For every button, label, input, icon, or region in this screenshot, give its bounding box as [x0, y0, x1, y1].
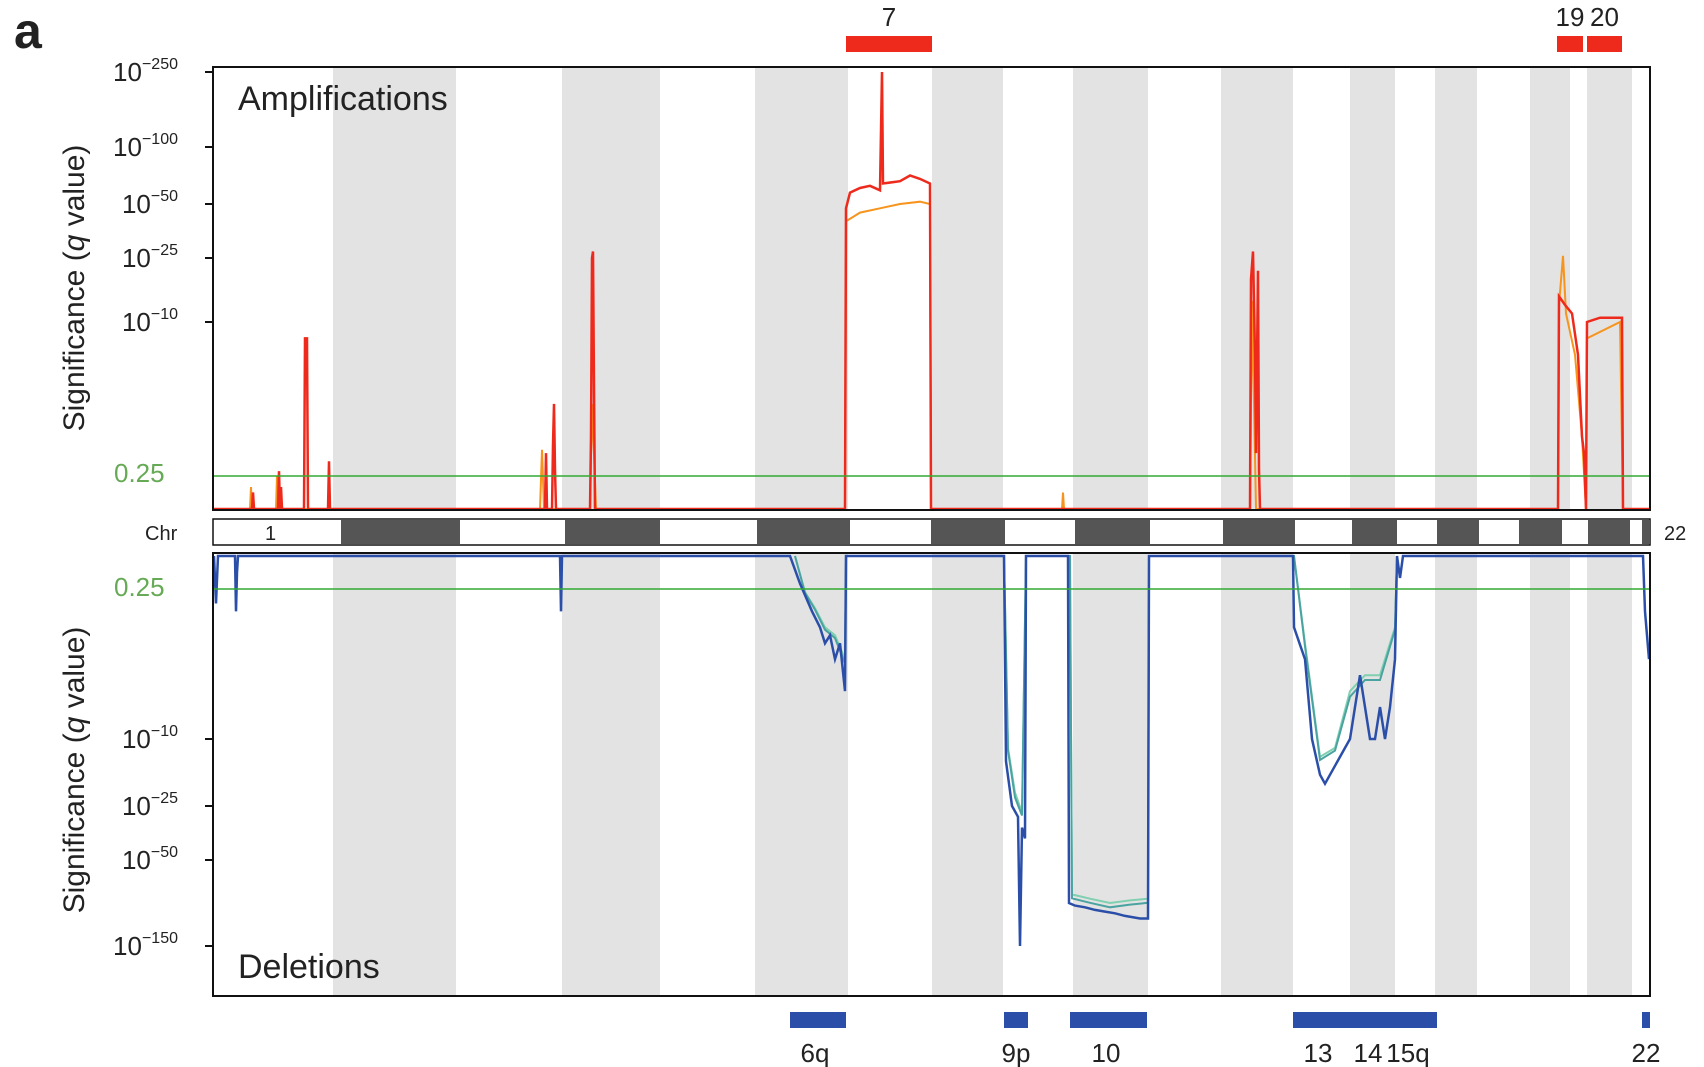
del-threshold-label: 0.25: [114, 572, 165, 602]
chr-band: [562, 68, 660, 509]
amp-threshold-label: 0.25: [114, 458, 165, 488]
chr-bar-block: [757, 520, 850, 544]
del-region-bar: [1642, 1012, 1650, 1028]
amp-title: Amplifications: [238, 80, 448, 118]
chr-bar-label: Chr: [145, 523, 178, 545]
chr-band: [1530, 554, 1570, 995]
chr-bar-block: [1075, 520, 1150, 544]
chr-band: [333, 554, 456, 995]
chr-bar-last-label: 22: [1664, 523, 1686, 545]
y-tick-label: 10−10: [122, 306, 178, 337]
chr-bar-block: [1223, 520, 1295, 544]
amp-region-label: 19: [1556, 2, 1585, 32]
del-region-label: 14: [1354, 1038, 1383, 1067]
chr-band: [1073, 68, 1148, 509]
amp-region-markers: 7 19 20: [846, 2, 1622, 52]
chr-bar-block: [1519, 520, 1562, 544]
del-region-label: 15q: [1386, 1038, 1429, 1067]
y-tick-label: 10−150: [113, 930, 178, 961]
amp-region-bar: [846, 36, 932, 52]
chr-bar-block: [1642, 520, 1650, 544]
chr-band: [1221, 554, 1293, 995]
y-tick-label: 10−100: [113, 131, 178, 162]
del-region-bar: [1293, 1012, 1437, 1028]
chr-bar-block: [931, 520, 1005, 544]
amp-region-bar: [1587, 36, 1622, 52]
chr-band: [1587, 68, 1632, 509]
chr-band: [1530, 68, 1570, 509]
chr-bar-block: [341, 520, 460, 544]
amp-y-ticks: 10−250 10−100 10−50 10−25 10−10: [113, 56, 213, 337]
deletion-traces: [212, 554, 1651, 947]
panel-label: a: [14, 3, 43, 59]
amp-region-label: 7: [882, 2, 896, 32]
y-tick-label: 10−50: [122, 188, 178, 219]
amp-trace-primary: [214, 71, 1649, 511]
chr-band: [1435, 554, 1477, 995]
chr-bar-block: [1588, 520, 1630, 544]
chr-band: [755, 68, 848, 509]
del-ylabel: Significance (q value): [58, 627, 91, 914]
del-region-label: 22: [1632, 1038, 1661, 1067]
del-title: Deletions: [238, 948, 380, 986]
chr-bar-first-label: 1: [265, 523, 276, 545]
chr-band: [1350, 68, 1395, 509]
y-tick-label: 10−250: [113, 56, 178, 87]
amp-ylabel: Significance (q value): [58, 145, 91, 432]
chr-band: [755, 554, 848, 995]
y-tick-label: 10−10: [122, 723, 178, 754]
chr-bar-block: [1352, 520, 1397, 544]
del-region-bar: [1070, 1012, 1147, 1028]
del-region-label: 10: [1092, 1038, 1121, 1067]
chromosome-bands-top: [333, 68, 1632, 509]
chr-band: [1435, 68, 1477, 509]
chr-bar-block: [1437, 520, 1479, 544]
y-tick-label: 10−25: [122, 242, 178, 273]
chromosome-bar: [341, 520, 1650, 544]
del-y-ticks: 10−10 10−25 10−50 10−150: [113, 723, 213, 961]
del-region-bar: [790, 1012, 846, 1028]
del-region-label: 13: [1304, 1038, 1333, 1067]
del-region-label: 6q: [801, 1038, 830, 1067]
chr-band: [333, 68, 456, 509]
chr-band: [932, 68, 1003, 509]
chr-band: [1350, 554, 1395, 995]
del-plot-frame: [212, 552, 1651, 997]
del-region-bar: [1004, 1012, 1028, 1028]
chr-band: [1073, 554, 1148, 995]
del-region-markers: 6q 9p 10 13 14 15q 22: [790, 1012, 1660, 1067]
chr-bar-block: [565, 520, 660, 544]
chr-band: [562, 554, 660, 995]
chr-band: [1587, 554, 1632, 995]
y-tick-label: 10−50: [122, 844, 178, 875]
del-region-label: 9p: [1002, 1038, 1031, 1067]
amp-plot-frame: [212, 66, 1651, 511]
chr-band: [932, 554, 1003, 995]
amp-region-label: 20: [1590, 2, 1619, 32]
y-tick-label: 10−25: [122, 790, 178, 821]
del-trace-primary: [212, 554, 1651, 947]
chromosome-bands-bottom: [333, 554, 1632, 995]
amp-region-bar: [1557, 36, 1583, 52]
